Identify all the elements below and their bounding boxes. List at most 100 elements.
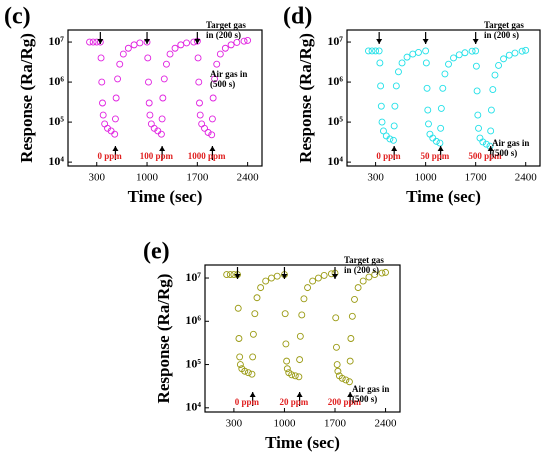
y-axis-label: Response (Ra/Rg) bbox=[296, 33, 315, 163]
data-point bbox=[236, 361, 244, 368]
data-point bbox=[390, 136, 397, 144]
x-axis-label: Time (sec) bbox=[265, 433, 340, 452]
data-point bbox=[491, 71, 499, 79]
data-point bbox=[288, 371, 296, 379]
plot-frame bbox=[204, 264, 401, 413]
data-point bbox=[114, 75, 122, 83]
data-point bbox=[314, 274, 322, 282]
data-point bbox=[390, 122, 398, 130]
arrow-head bbox=[249, 392, 256, 397]
data-point bbox=[347, 335, 355, 342]
data-point bbox=[365, 273, 373, 281]
plot-frame bbox=[346, 29, 541, 167]
data-point bbox=[166, 50, 174, 58]
x-tick-label: 1700 bbox=[465, 172, 488, 184]
data-point bbox=[472, 62, 480, 70]
data-point bbox=[251, 310, 259, 318]
data-point bbox=[283, 357, 291, 365]
data-point bbox=[474, 111, 482, 119]
data-point bbox=[194, 54, 202, 62]
data-point bbox=[196, 111, 204, 119]
data-point bbox=[249, 330, 257, 338]
data-point bbox=[518, 47, 526, 55]
data-point bbox=[157, 130, 165, 138]
x-tick-label: 1700 bbox=[186, 172, 209, 184]
data-point bbox=[111, 130, 119, 138]
data-point bbox=[403, 53, 411, 61]
data-point bbox=[130, 41, 138, 49]
data-point bbox=[345, 378, 353, 386]
data-point bbox=[371, 271, 379, 279]
data-point bbox=[145, 99, 153, 107]
concentration-label: 0 ppm bbox=[235, 397, 260, 407]
data-point bbox=[291, 372, 299, 380]
concentration-label: 1000 ppm bbox=[188, 151, 226, 161]
data-point bbox=[395, 68, 402, 76]
data-point bbox=[216, 50, 224, 58]
data-point bbox=[332, 343, 340, 351]
data-point bbox=[346, 357, 354, 365]
data-point bbox=[147, 120, 155, 128]
data-point bbox=[283, 365, 291, 373]
data-point bbox=[482, 140, 490, 148]
x-tick-label: 300 bbox=[367, 172, 384, 184]
data-point bbox=[432, 137, 440, 145]
data-point bbox=[119, 50, 127, 58]
data-point bbox=[273, 272, 281, 280]
data-point bbox=[437, 104, 445, 112]
data-point bbox=[505, 51, 513, 59]
data-point bbox=[338, 374, 346, 382]
data-point bbox=[372, 47, 380, 55]
data-point bbox=[500, 55, 507, 63]
air-gas-label: Air gas in bbox=[352, 384, 389, 394]
data-point bbox=[391, 102, 399, 110]
data-point bbox=[195, 78, 203, 86]
data-point bbox=[183, 39, 191, 47]
data-point bbox=[354, 284, 362, 292]
air-gas-label: (500 s) bbox=[492, 148, 517, 158]
x-tick-label: 2400 bbox=[375, 418, 398, 430]
data-point bbox=[211, 75, 219, 83]
data-point bbox=[146, 111, 154, 119]
y-tick-label: 10⁶ bbox=[327, 74, 343, 88]
target-gas-label: Target gas bbox=[484, 20, 524, 30]
concentration-label: 20 ppm bbox=[279, 397, 308, 407]
data-point bbox=[209, 94, 217, 102]
arrow-head bbox=[209, 146, 216, 151]
data-point bbox=[171, 44, 179, 52]
data-point bbox=[468, 47, 476, 55]
data-point bbox=[487, 127, 495, 135]
arrow-head bbox=[194, 39, 201, 44]
data-point bbox=[158, 115, 166, 123]
y-axis-label: Response (Ra/Rg) bbox=[17, 33, 36, 163]
data-point bbox=[511, 49, 519, 57]
data-point bbox=[221, 44, 229, 52]
data-point bbox=[450, 54, 457, 62]
data-point bbox=[439, 84, 447, 92]
data-point bbox=[479, 138, 487, 146]
data-point bbox=[98, 78, 106, 86]
data-point bbox=[351, 295, 358, 303]
x-tick-label: 300 bbox=[88, 172, 105, 184]
data-point bbox=[295, 373, 303, 381]
data-point bbox=[99, 111, 107, 119]
data-point bbox=[223, 271, 231, 279]
x-tick-label: 1000 bbox=[415, 172, 438, 184]
data-point bbox=[495, 62, 502, 69]
data-point bbox=[368, 47, 376, 55]
data-point bbox=[298, 311, 306, 319]
data-point bbox=[359, 277, 367, 285]
data-point bbox=[99, 99, 106, 107]
data-point bbox=[136, 39, 144, 47]
x-tick-label: 1700 bbox=[324, 418, 347, 430]
arrow-head bbox=[234, 274, 241, 279]
data-point bbox=[424, 106, 432, 114]
target-gas-label: in (200 s) bbox=[206, 30, 241, 40]
target-gas-label: Target gas bbox=[344, 255, 384, 265]
data-point bbox=[382, 268, 390, 276]
data-point bbox=[309, 277, 317, 285]
data-point bbox=[198, 120, 206, 128]
data-point bbox=[162, 60, 170, 68]
data-point bbox=[281, 310, 289, 318]
data-point bbox=[473, 87, 481, 95]
